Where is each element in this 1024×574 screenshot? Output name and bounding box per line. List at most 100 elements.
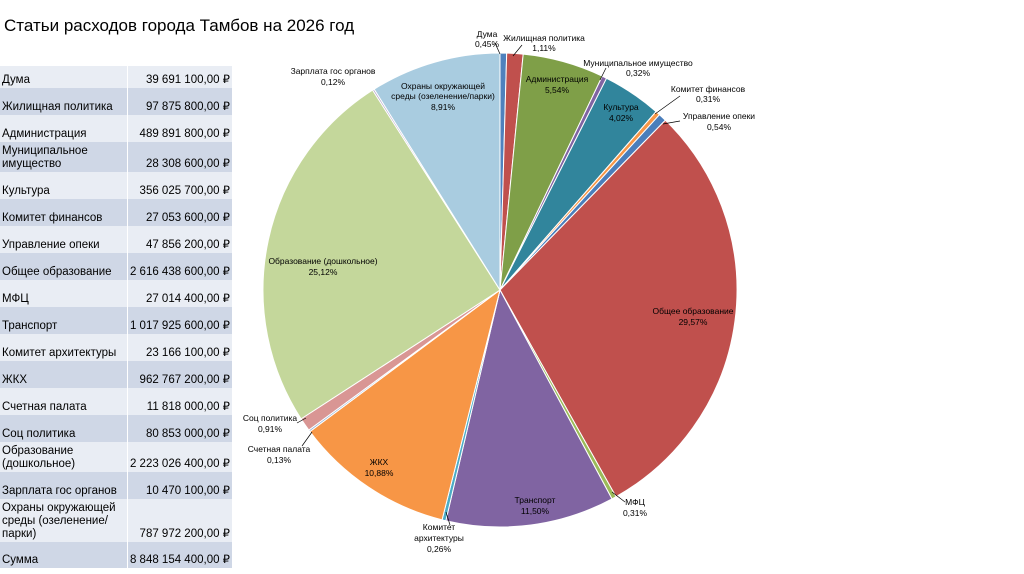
slice-name-label: Муниципальное имущество: [583, 58, 693, 68]
pie-slice: [373, 52, 501, 292]
row-amount: 97 875 800,00 ₽: [126, 88, 232, 115]
table-row: Общее образование 2 616 438 600,00 ₽: [0, 253, 232, 280]
leader-line: [296, 417, 307, 424]
leader-line: [512, 44, 523, 57]
row-amount: 47 856 200,00 ₽: [126, 226, 232, 253]
row-amount: 39 691 100,00 ₽: [126, 66, 232, 88]
table-row: Жилищная политика 97 875 800,00 ₽: [0, 88, 232, 115]
slice-percent-label: 0,54%: [707, 122, 732, 132]
slice-name-label: Комитет: [423, 522, 456, 532]
slice-percent-label: 5,54%: [545, 85, 570, 95]
slice-name-label: Охраны окружающей: [401, 81, 485, 91]
row-amount: 1 017 925 600,00 ₽: [126, 307, 232, 334]
table-row: Соц политика 80 853 000,00 ₽: [0, 415, 232, 442]
slice-percent-label: 0,31%: [696, 94, 721, 104]
row-amount: 489 891 800,00 ₽: [126, 115, 232, 142]
slice-percent-label: 0,26%: [427, 544, 452, 554]
slice-percent-label: 0,13%: [267, 455, 292, 465]
slice-name-label: Жилищная политика: [503, 33, 585, 43]
row-name: Соц политика: [0, 415, 128, 442]
leader-line: [654, 95, 681, 115]
slice-name-label: Администрация: [526, 74, 589, 84]
table-row: Муниципальное имущество 28 308 600,00 ₽: [0, 142, 232, 172]
row-name: Общее образование: [0, 253, 128, 280]
row-amount: 2 616 438 600,00 ₽: [126, 253, 232, 280]
table-row: Дума 39 691 100,00 ₽: [0, 66, 232, 88]
slice-name-label: Зарплата гос органов: [291, 66, 376, 76]
total-amount: 8 848 154 400,00 ₽: [126, 542, 232, 568]
row-name: Культура: [0, 172, 128, 199]
slice-percent-label: 29,57%: [679, 317, 708, 327]
slice-name-label: Дума: [477, 29, 498, 39]
pie-slice: [445, 288, 613, 528]
row-amount: 27 053 600,00 ₽: [126, 199, 232, 226]
table-row: Комитет финансов 27 053 600,00 ₽: [0, 199, 232, 226]
slice-name-label: архитектуры: [414, 533, 464, 543]
slice-percent-label: 4,02%: [609, 113, 634, 123]
slice-percent-label: 25,12%: [309, 267, 338, 277]
table-row: Образование (дошкольное) 2 223 026 400,00…: [0, 442, 232, 472]
total-label: Сумма: [0, 542, 128, 568]
row-amount: 23 166 100,00 ₽: [126, 334, 232, 361]
slice-percent-label: 0,12%: [321, 77, 346, 87]
expenses-table: Дума 39 691 100,00 ₽ Жилищная политика 97 8…: [0, 66, 232, 568]
leader-line: [662, 120, 681, 125]
page-title: Статьи расходов города Тамбов на 2026 го…: [4, 16, 355, 35]
table-row: Управление опеки 47 856 200,00 ₽: [0, 226, 232, 253]
row-name: Жилищная политика: [0, 88, 128, 115]
table-row: Комитет архитектуры 23 166 100,00 ₽: [0, 334, 232, 361]
row-name: Дума: [0, 66, 128, 88]
row-amount: 27 014 400,00 ₽: [126, 280, 232, 307]
slice-name-label: Общее образование: [653, 306, 734, 316]
leader-line: [599, 67, 607, 81]
row-name: Охраны окружающей среды (озеленение/парк…: [0, 499, 128, 542]
slice-percent-label: 0,45%: [475, 39, 500, 49]
slice-percent-label: 8,91%: [431, 102, 456, 112]
total-row: Сумма 8 848 154 400,00 ₽: [0, 542, 232, 568]
pie-slice: [499, 119, 738, 498]
row-name: МФЦ: [0, 280, 128, 307]
slice-name-label: Комитет финансов: [671, 84, 746, 94]
slice-name-label: Управление опеки: [683, 111, 755, 121]
slice-percent-label: 11,50%: [521, 506, 550, 516]
row-amount: 11 818 000,00 ₽: [126, 388, 232, 415]
table-row: Транспорт 1 017 925 600,00 ₽: [0, 307, 232, 334]
slice-name-label: Образование (дошкольное): [268, 256, 377, 266]
slice-percent-label: 0,91%: [258, 424, 283, 434]
leader-line: [611, 491, 626, 503]
row-name: Счетная палата: [0, 388, 128, 415]
row-name: Администрация: [0, 115, 128, 142]
row-name: Управление опеки: [0, 226, 128, 253]
slice-name-label: ЖКХ: [370, 457, 389, 467]
row-amount: 962 767 200,00 ₽: [126, 361, 232, 388]
slice-percent-label: 1,11%: [532, 43, 556, 53]
slice-percent-label: 0,31%: [623, 508, 648, 518]
slice-name-label: Транспорт: [515, 495, 556, 505]
leader-line: [301, 431, 313, 447]
leader-line: [494, 42, 501, 55]
table-row: Администрация 489 891 800,00 ₽: [0, 115, 232, 142]
slice-name-label: среды (озеленение/парки): [391, 91, 495, 101]
row-amount: 2 223 026 400,00 ₽: [126, 442, 232, 472]
table-row: Охраны окружающей среды (озеленение/парк…: [0, 499, 232, 542]
slice-percent-label: 0,32%: [626, 68, 651, 78]
row-amount: 10 470 100,00 ₽: [126, 472, 232, 499]
slice-percent-label: 10,88%: [365, 468, 394, 478]
table-row: Счетная палата 11 818 000,00 ₽: [0, 388, 232, 415]
leader-line: [445, 511, 451, 526]
pie-slice: [262, 89, 501, 420]
pie-slice: [309, 288, 501, 521]
table-row: Культура 356 025 700,00 ₽: [0, 172, 232, 199]
row-name: Зарплата гос органов: [0, 472, 128, 499]
table-row: ЖКХ 962 767 200,00 ₽: [0, 361, 232, 388]
slice-name-label: Соц политика: [243, 413, 297, 423]
slice-name-label: Счетная палата: [248, 444, 311, 454]
row-name: ЖКХ: [0, 361, 128, 388]
row-name: Транспорт: [0, 307, 128, 334]
row-amount: 28 308 600,00 ₽: [126, 142, 232, 172]
table-row: Зарплата гос органов 10 470 100,00 ₽: [0, 472, 232, 499]
row-name: Комитет архитектуры: [0, 334, 128, 361]
row-amount: 787 972 200,00 ₽: [126, 499, 232, 542]
table-row: МФЦ 27 014 400,00 ₽: [0, 280, 232, 307]
